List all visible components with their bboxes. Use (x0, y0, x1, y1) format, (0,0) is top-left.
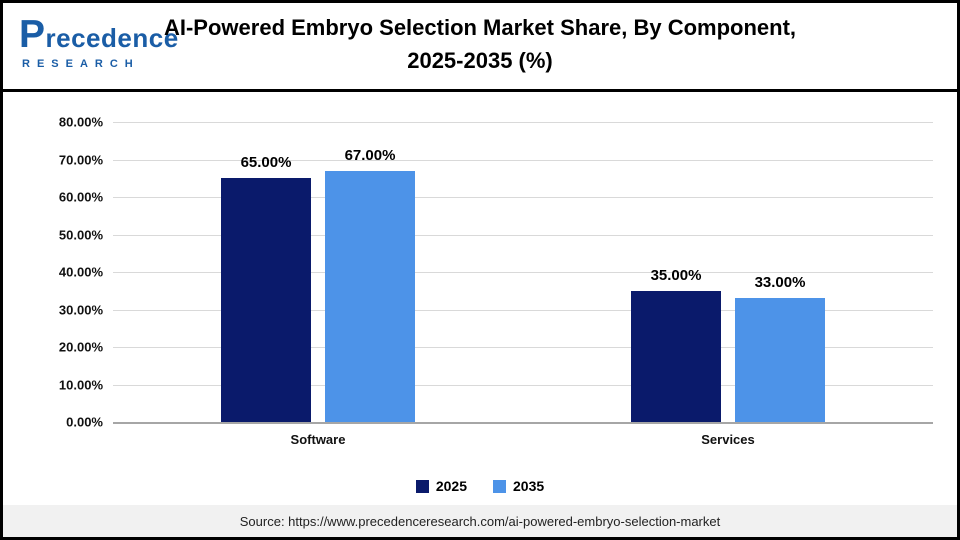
legend-swatch-2035 (493, 479, 506, 493)
x-category-label-services: Services (701, 432, 755, 447)
gridline (113, 122, 933, 123)
gridline (113, 384, 933, 386)
chart-body: 0.00% 10.00% 20.00% 30.00% 40.00% 50.00% 60.00… (3, 92, 957, 537)
y-tick-label: 0.00% (66, 414, 103, 430)
y-axis: 0.00% 10.00% 20.00% 30.00% 40.00% 50.00% 60.00… (3, 115, 103, 430)
bar-2025-services (631, 290, 721, 422)
brand-subtitle: RESEARCH (22, 57, 140, 70)
chart-title: AI-Powered Embryo Selection Market Share… (3, 11, 957, 77)
legend: 2025 2035 (3, 478, 957, 494)
gridline (113, 347, 933, 348)
header: Precedence RESEARCH AI-Powered Embryo Se… (3, 3, 957, 92)
y-tick-label: 50.00% (58, 227, 103, 242)
chart-title-line1: AI-Powered Embryo Selection Market Share… (163, 15, 797, 40)
legend-swatch-2025 (415, 479, 429, 493)
x-category-label-software: Software (290, 432, 346, 447)
gridline (113, 234, 933, 236)
source-bar: Source: https://www.precedenceresearch.c… (3, 505, 957, 537)
bar-value-label: 33.00% (754, 274, 806, 292)
legend-label-2025: 2025 (435, 478, 467, 494)
gridline (113, 197, 933, 198)
y-tick-label: 40.00% (58, 264, 103, 280)
y-tick-label: 60.00% (58, 189, 103, 205)
gridline (113, 272, 933, 273)
legend-item-2035: 2035 (493, 478, 544, 494)
bar-value-label: 35.00% (650, 266, 702, 284)
brand-logo: Precedence RESEARCH (19, 15, 189, 70)
legend-item-2025: 2025 (415, 478, 467, 494)
y-tick-label: 30.00% (58, 302, 103, 317)
gridline (113, 309, 933, 311)
bar-2025-software (221, 178, 311, 422)
gridline (113, 159, 933, 161)
bar-2035-services (735, 298, 825, 422)
bar-value-label: 67.00% (344, 146, 396, 164)
legend-label-2035: 2035 (513, 478, 545, 494)
y-tick-label: 70.00% (58, 152, 103, 167)
x-axis: Software Services (113, 428, 933, 450)
plot-area: 65.00% 67.00% 35.00% 33.00% (113, 122, 933, 424)
bar-2035-software (325, 170, 415, 422)
chart-title-line2: 2025-2035 (%) (407, 48, 553, 73)
bar-value-label: 65.00% (240, 154, 292, 172)
source-text: Source: https://www.precedenceresearch.c… (239, 513, 721, 529)
y-tick-label: 10.00% (58, 377, 103, 392)
y-tick-label: 20.00% (58, 339, 103, 355)
brand-name: Precedence (19, 13, 179, 56)
y-tick-label: 80.00% (58, 114, 103, 130)
